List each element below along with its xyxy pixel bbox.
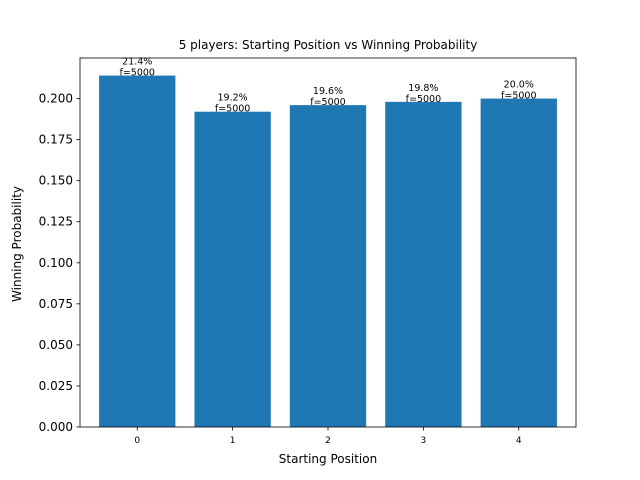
y-axis-label: Winning Probability	[10, 186, 24, 302]
x-tick-label: 4	[516, 436, 522, 446]
bar-data-label: 19.6% f=5000	[310, 86, 345, 108]
x-tick-label: 3	[421, 436, 427, 446]
bar-data-label: 21.4% f=5000	[119, 57, 154, 79]
bar	[194, 111, 271, 428]
bar	[480, 98, 557, 428]
bar	[385, 101, 462, 427]
plot-area: 21.4% f=5000 19.2% f=5000 19.6% f=5000 19.8% f=…	[39, 57, 577, 446]
x-tick-label: 2	[325, 436, 331, 446]
x-tick-label: 1	[230, 436, 236, 446]
x-tick-label: 0	[134, 436, 140, 446]
y-tick-label: 0.000	[39, 420, 73, 434]
y-tick-label: 0.125	[39, 215, 73, 229]
bar-data-label: 20.0% f=5000	[501, 80, 536, 102]
chart-title: 5 players: Starting Position vs Winning …	[179, 38, 478, 52]
y-tick-label: 0.025	[39, 379, 73, 393]
y-tick-label: 0.100	[39, 256, 73, 270]
x-axis-label: Starting Position	[279, 452, 377, 466]
bar	[289, 105, 367, 427]
y-tick-label: 0.075	[39, 297, 73, 311]
y-tick-label: 0.200	[39, 92, 73, 106]
y-tick-label: 0.150	[39, 174, 73, 188]
bar-data-label: 19.8% f=5000	[406, 83, 441, 105]
y-tick-label: 0.175	[39, 133, 73, 147]
bar	[99, 75, 176, 428]
y-tick-label: 0.050	[39, 338, 73, 352]
bar-data-label: 19.2% f=5000	[215, 93, 250, 115]
